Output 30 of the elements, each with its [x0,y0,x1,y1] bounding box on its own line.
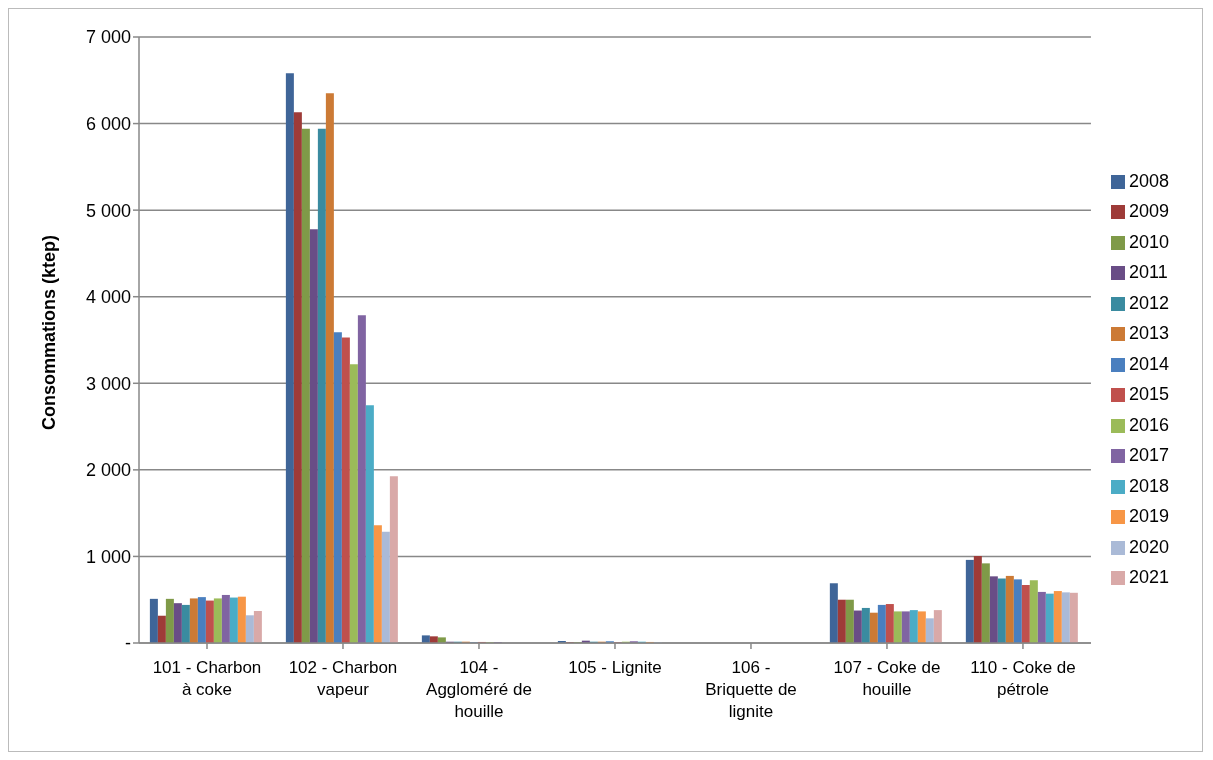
y-tick-label: 3 000 [85,373,131,394]
y-tick-label: 6 000 [85,113,131,134]
legend-label: 2012 [1128,292,1169,313]
legend-label: 2010 [1128,231,1169,252]
legend-label: 2020 [1128,536,1169,557]
legend-label: 2018 [1128,475,1169,496]
x-tick-label: 107 - Coke de houille [833,658,941,699]
legend-label: 2008 [1128,170,1169,191]
x-tick-label: 104 - Aggloméré de houille [426,658,532,721]
legend-label: 2009 [1128,201,1169,221]
y-tick-label: - [125,633,131,654]
y-tick-label: 2 000 [85,460,131,481]
y-tick-label: 7 000 [85,27,131,48]
legend-label: 2021 [1128,567,1169,587]
legend-label: 2013 [1128,323,1169,343]
y-tick-label: 4 000 [85,287,131,308]
legend-label: 2016 [1128,414,1169,435]
y-axis-title: Consommations (ktep) [39,234,60,430]
legend-label: 2014 [1128,353,1169,374]
x-tick-label: 106 - Briquette de lignite [705,658,797,721]
legend-label: 2011 [1128,262,1168,282]
legend-label: 2017 [1128,445,1169,465]
y-tick-label: 5 000 [85,200,131,221]
x-tick-label: 101 - Charbon à coke [152,658,262,699]
x-tick-label: 110 - Coke de pétrole [970,658,1076,699]
x-tick-label: 105 - Lignite [568,658,662,677]
legend-label: 2019 [1128,506,1169,526]
y-tick-label: 1 000 [85,546,131,567]
legend-label: 2015 [1128,384,1169,404]
x-tick-label: 102 - Charbon vapeur [288,658,398,699]
